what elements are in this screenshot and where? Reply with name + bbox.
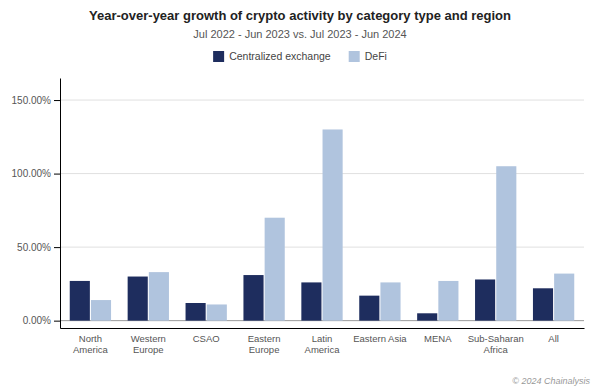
y-tick: 100.00% <box>12 168 60 179</box>
y-tick-label: 0.00% <box>23 315 51 326</box>
y-tick-mark <box>54 321 60 322</box>
bar <box>149 272 169 321</box>
grid <box>60 100 584 321</box>
bar <box>533 288 553 320</box>
x-tick: EasternEurope <box>248 333 281 355</box>
x-tick-label-line: North <box>79 333 102 344</box>
legend-swatch <box>213 51 224 62</box>
x-tick: LatinAmerica <box>305 333 341 355</box>
bar <box>323 129 343 320</box>
x-tick: Eastern Asia <box>353 333 407 344</box>
title: Year-over-year growth of crypto activity… <box>89 8 511 23</box>
x-tick-label-line: America <box>73 344 109 355</box>
x-tick-label-line: America <box>305 344 341 355</box>
x-tick-label-line: Africa <box>484 344 509 355</box>
x-tick-label: CSAO <box>193 333 220 344</box>
bar-series <box>70 275 553 321</box>
y-tick: 150.00% <box>12 95 60 106</box>
bar <box>417 313 437 320</box>
x-tick-label: Eastern Asia <box>353 333 407 344</box>
grid-line <box>60 100 584 101</box>
x-tick: Sub-SaharanAfrica <box>468 333 524 355</box>
bar-series <box>91 129 574 320</box>
x-tick-label-line: All <box>548 333 559 344</box>
bar <box>186 303 206 321</box>
x-tick-label-line: Western <box>131 333 166 344</box>
x-axis: NorthAmericaWesternEuropeCSAOEasternEuro… <box>61 329 585 355</box>
x-tick-label: Sub-SaharanAfrica <box>468 333 524 355</box>
legend-label: Centralized exchange <box>229 50 331 62</box>
bar <box>301 282 321 320</box>
bars <box>70 129 575 320</box>
subtitle: Jul 2022 - Jun 2023 vs. Jul 2023 - Jun 2… <box>193 28 406 40</box>
bar <box>243 275 263 321</box>
x-tick-label: EasternEurope <box>248 333 281 355</box>
x-tick-label: MENA <box>424 333 452 344</box>
x-tick-label: NorthAmerica <box>73 333 109 355</box>
x-axis-line <box>61 328 585 329</box>
x-tick-label-line: Eastern <box>248 333 281 344</box>
y-tick-mark <box>54 100 60 101</box>
y-tick-mark <box>54 174 60 175</box>
x-tick-label-line: MENA <box>424 333 452 344</box>
x-tick: WesternEurope <box>131 333 166 355</box>
bar <box>128 277 148 321</box>
bar <box>380 282 400 320</box>
bar <box>475 279 495 320</box>
chart: Year-over-year growth of crypto activity… <box>0 0 600 390</box>
y-tick-label: 100.00% <box>12 168 52 179</box>
x-tick: All <box>548 333 559 344</box>
x-tick-label-line: Latin <box>312 333 333 344</box>
legend-label: DeFi <box>365 50 387 62</box>
bar <box>91 300 111 321</box>
x-tick: MENA <box>424 333 452 344</box>
legend-item: DeFi <box>349 50 387 62</box>
y-tick-label: 150.00% <box>12 95 52 106</box>
bar <box>496 166 516 320</box>
y-axis-line <box>60 79 61 329</box>
bar <box>359 296 379 321</box>
x-tick: NorthAmerica <box>73 333 109 355</box>
x-tick-label-line: CSAO <box>193 333 220 344</box>
x-tick-label-line: Eastern Asia <box>353 333 407 344</box>
legend-item: Centralized exchange <box>213 50 331 62</box>
y-tick: 50.00% <box>17 242 60 253</box>
plot: 0.00%50.00%100.00%150.00%NorthAmericaWes… <box>12 79 585 355</box>
y-tick: 0.00% <box>23 315 60 326</box>
bar <box>70 281 90 321</box>
x-tick-label-line: Europe <box>133 344 164 355</box>
bar <box>265 218 285 321</box>
legend-swatch <box>349 51 360 62</box>
bar <box>554 274 574 321</box>
legend: Centralized exchange DeFi <box>213 50 387 62</box>
bar <box>438 281 458 321</box>
x-tick-label: WesternEurope <box>131 333 166 355</box>
y-tick-label: 50.00% <box>17 242 51 253</box>
y-tick-mark <box>54 247 60 248</box>
x-tick-label: LatinAmerica <box>305 333 341 355</box>
watermark: © 2024 Chainalysis <box>512 376 590 386</box>
x-tick-label-line: Europe <box>249 344 280 355</box>
y-axis: 0.00% 50.00% 100.00% 150.00% <box>12 79 61 329</box>
bar <box>207 304 227 320</box>
x-tick-label-line: Sub-Saharan <box>468 333 524 344</box>
x-tick: CSAO <box>193 333 220 344</box>
x-tick-label: All <box>548 333 559 344</box>
